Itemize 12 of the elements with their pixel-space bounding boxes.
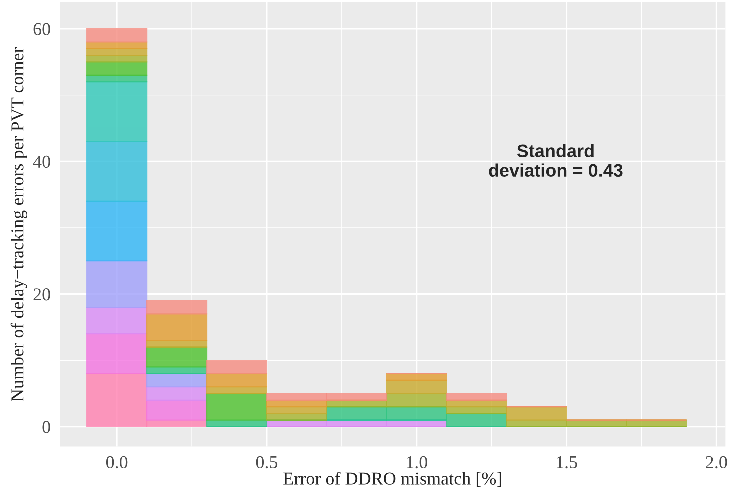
- x-tick-label: 2.0: [706, 456, 728, 469]
- y-tick-label: 40: [33, 156, 50, 168]
- y-tick-label: 20: [34, 288, 50, 301]
- y-tick-label: 0: [42, 421, 50, 434]
- annotation: Standard deviation = 0.43: [489, 144, 623, 178]
- x-tick-label: 0.0: [106, 456, 128, 469]
- x-tick-label: 1.0: [407, 456, 428, 469]
- x-tick-label: 0.5: [256, 456, 278, 469]
- y-axis-title: Number of delay−tracking errors per PVT corner: [10, 47, 28, 402]
- y-tick-label: 60: [34, 23, 50, 36]
- x-axis-title: Error of DDRO mismatch [%]: [284, 472, 502, 488]
- x-tick-label: 1.5: [557, 456, 578, 469]
